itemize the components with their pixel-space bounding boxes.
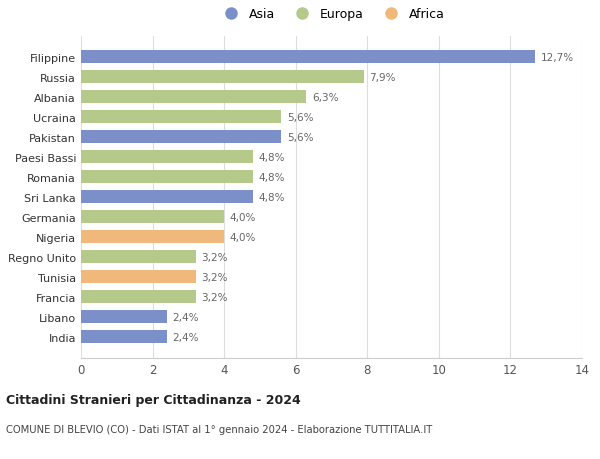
Text: 6,3%: 6,3% xyxy=(312,93,338,103)
Text: 2,4%: 2,4% xyxy=(172,312,199,322)
Bar xyxy=(81,51,535,64)
Bar xyxy=(81,191,253,204)
Bar xyxy=(81,311,167,324)
Text: 5,6%: 5,6% xyxy=(287,133,313,143)
Text: 4,8%: 4,8% xyxy=(258,173,284,182)
Bar xyxy=(81,171,253,184)
Legend: Asia, Europa, Africa: Asia, Europa, Africa xyxy=(215,5,448,25)
Bar xyxy=(81,251,196,263)
Text: 2,4%: 2,4% xyxy=(172,332,199,342)
Text: 4,0%: 4,0% xyxy=(230,213,256,222)
Text: 5,6%: 5,6% xyxy=(287,112,313,123)
Text: 4,8%: 4,8% xyxy=(258,192,284,202)
Text: Cittadini Stranieri per Cittadinanza - 2024: Cittadini Stranieri per Cittadinanza - 2… xyxy=(6,393,301,406)
Bar xyxy=(81,151,253,164)
Text: 7,9%: 7,9% xyxy=(369,73,395,83)
Text: 12,7%: 12,7% xyxy=(541,53,574,63)
Bar xyxy=(81,330,167,343)
Bar xyxy=(81,91,307,104)
Bar xyxy=(81,211,224,224)
Bar xyxy=(81,291,196,303)
Bar xyxy=(81,231,224,244)
Text: 3,2%: 3,2% xyxy=(201,252,227,262)
Text: 4,0%: 4,0% xyxy=(230,232,256,242)
Text: COMUNE DI BLEVIO (CO) - Dati ISTAT al 1° gennaio 2024 - Elaborazione TUTTITALIA.: COMUNE DI BLEVIO (CO) - Dati ISTAT al 1°… xyxy=(6,424,432,434)
Text: 3,2%: 3,2% xyxy=(201,292,227,302)
Bar xyxy=(81,111,281,124)
Text: 3,2%: 3,2% xyxy=(201,272,227,282)
Text: 4,8%: 4,8% xyxy=(258,152,284,162)
Bar xyxy=(81,271,196,284)
Bar xyxy=(81,131,281,144)
Bar xyxy=(81,71,364,84)
